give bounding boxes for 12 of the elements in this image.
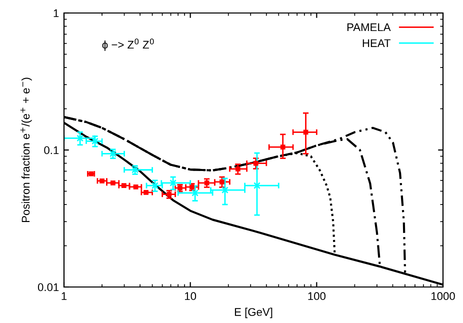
y-tick-label: 1 bbox=[54, 9, 59, 18]
x-tick-label: 10 bbox=[185, 292, 196, 300]
x-tick-label: 100 bbox=[308, 292, 326, 300]
x-tick-label: 1 bbox=[62, 292, 67, 300]
y-tick-label: 0.1 bbox=[44, 146, 59, 154]
annotation: ϕ −> Z$^{0}$ Z$^{0}$ bbox=[102, 38, 154, 51]
x-tick-label: 1000 bbox=[431, 292, 455, 300]
y-axis-title: Positron fraction e$^{+}$/(e$^{+}$ + e$^{−}$) bbox=[20, 78, 32, 222]
legend-label: PAMELA bbox=[347, 23, 391, 32]
legend-label: HEAT bbox=[362, 39, 391, 47]
y-tick-label: 0.01 bbox=[38, 283, 59, 292]
x-axis-title: E [GeV] bbox=[234, 308, 272, 318]
